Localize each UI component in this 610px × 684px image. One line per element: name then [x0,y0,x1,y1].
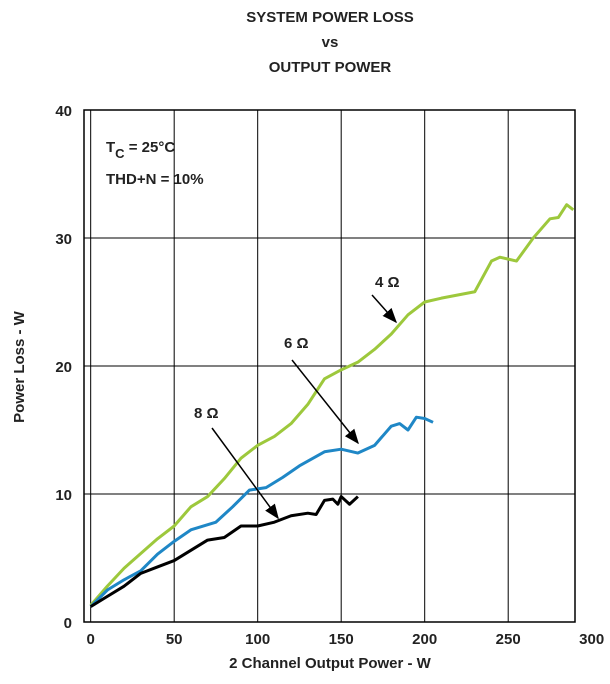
annotation: THD+N = 10% [106,171,204,188]
y-tick-label: 20 [55,359,72,376]
chart-title: vs [322,34,339,51]
x-axis-label: 2 Channel Output Power - W [229,655,432,672]
y-tick-label: 30 [55,231,72,248]
plot-frame [83,109,576,623]
y-tick-label: 40 [55,103,72,120]
annotation-part: C [115,146,125,161]
x-tick-label: 50 [166,631,183,648]
annotation-part: T [106,139,115,156]
label-arrow [211,427,279,520]
label-arrow [371,294,397,324]
chart-title: SYSTEM POWER LOSS [246,9,414,26]
series-line [89,415,434,608]
series-label: 8 Ω [194,405,219,422]
y-tick-label: 0 [64,615,72,632]
label-arrow [291,359,359,445]
series-line [89,203,575,607]
chart-title: OUTPUT POWER [269,59,392,76]
annotation-part: = 25°C [125,139,176,156]
x-tick-label: 0 [87,631,95,648]
x-tick-label: 250 [496,631,521,648]
y-axis-label: Power Loss - W [11,310,28,423]
x-tick-label: 200 [412,631,437,648]
series-label: 4 Ω [375,274,400,291]
annotation: TC = 25°C [106,139,175,161]
series-line [89,495,359,608]
y-tick-label: 10 [55,487,72,504]
x-tick-label: 300 [579,631,604,648]
x-tick-label: 150 [329,631,354,648]
x-tick-label: 100 [245,631,270,648]
series-label: 6 Ω [284,335,309,352]
